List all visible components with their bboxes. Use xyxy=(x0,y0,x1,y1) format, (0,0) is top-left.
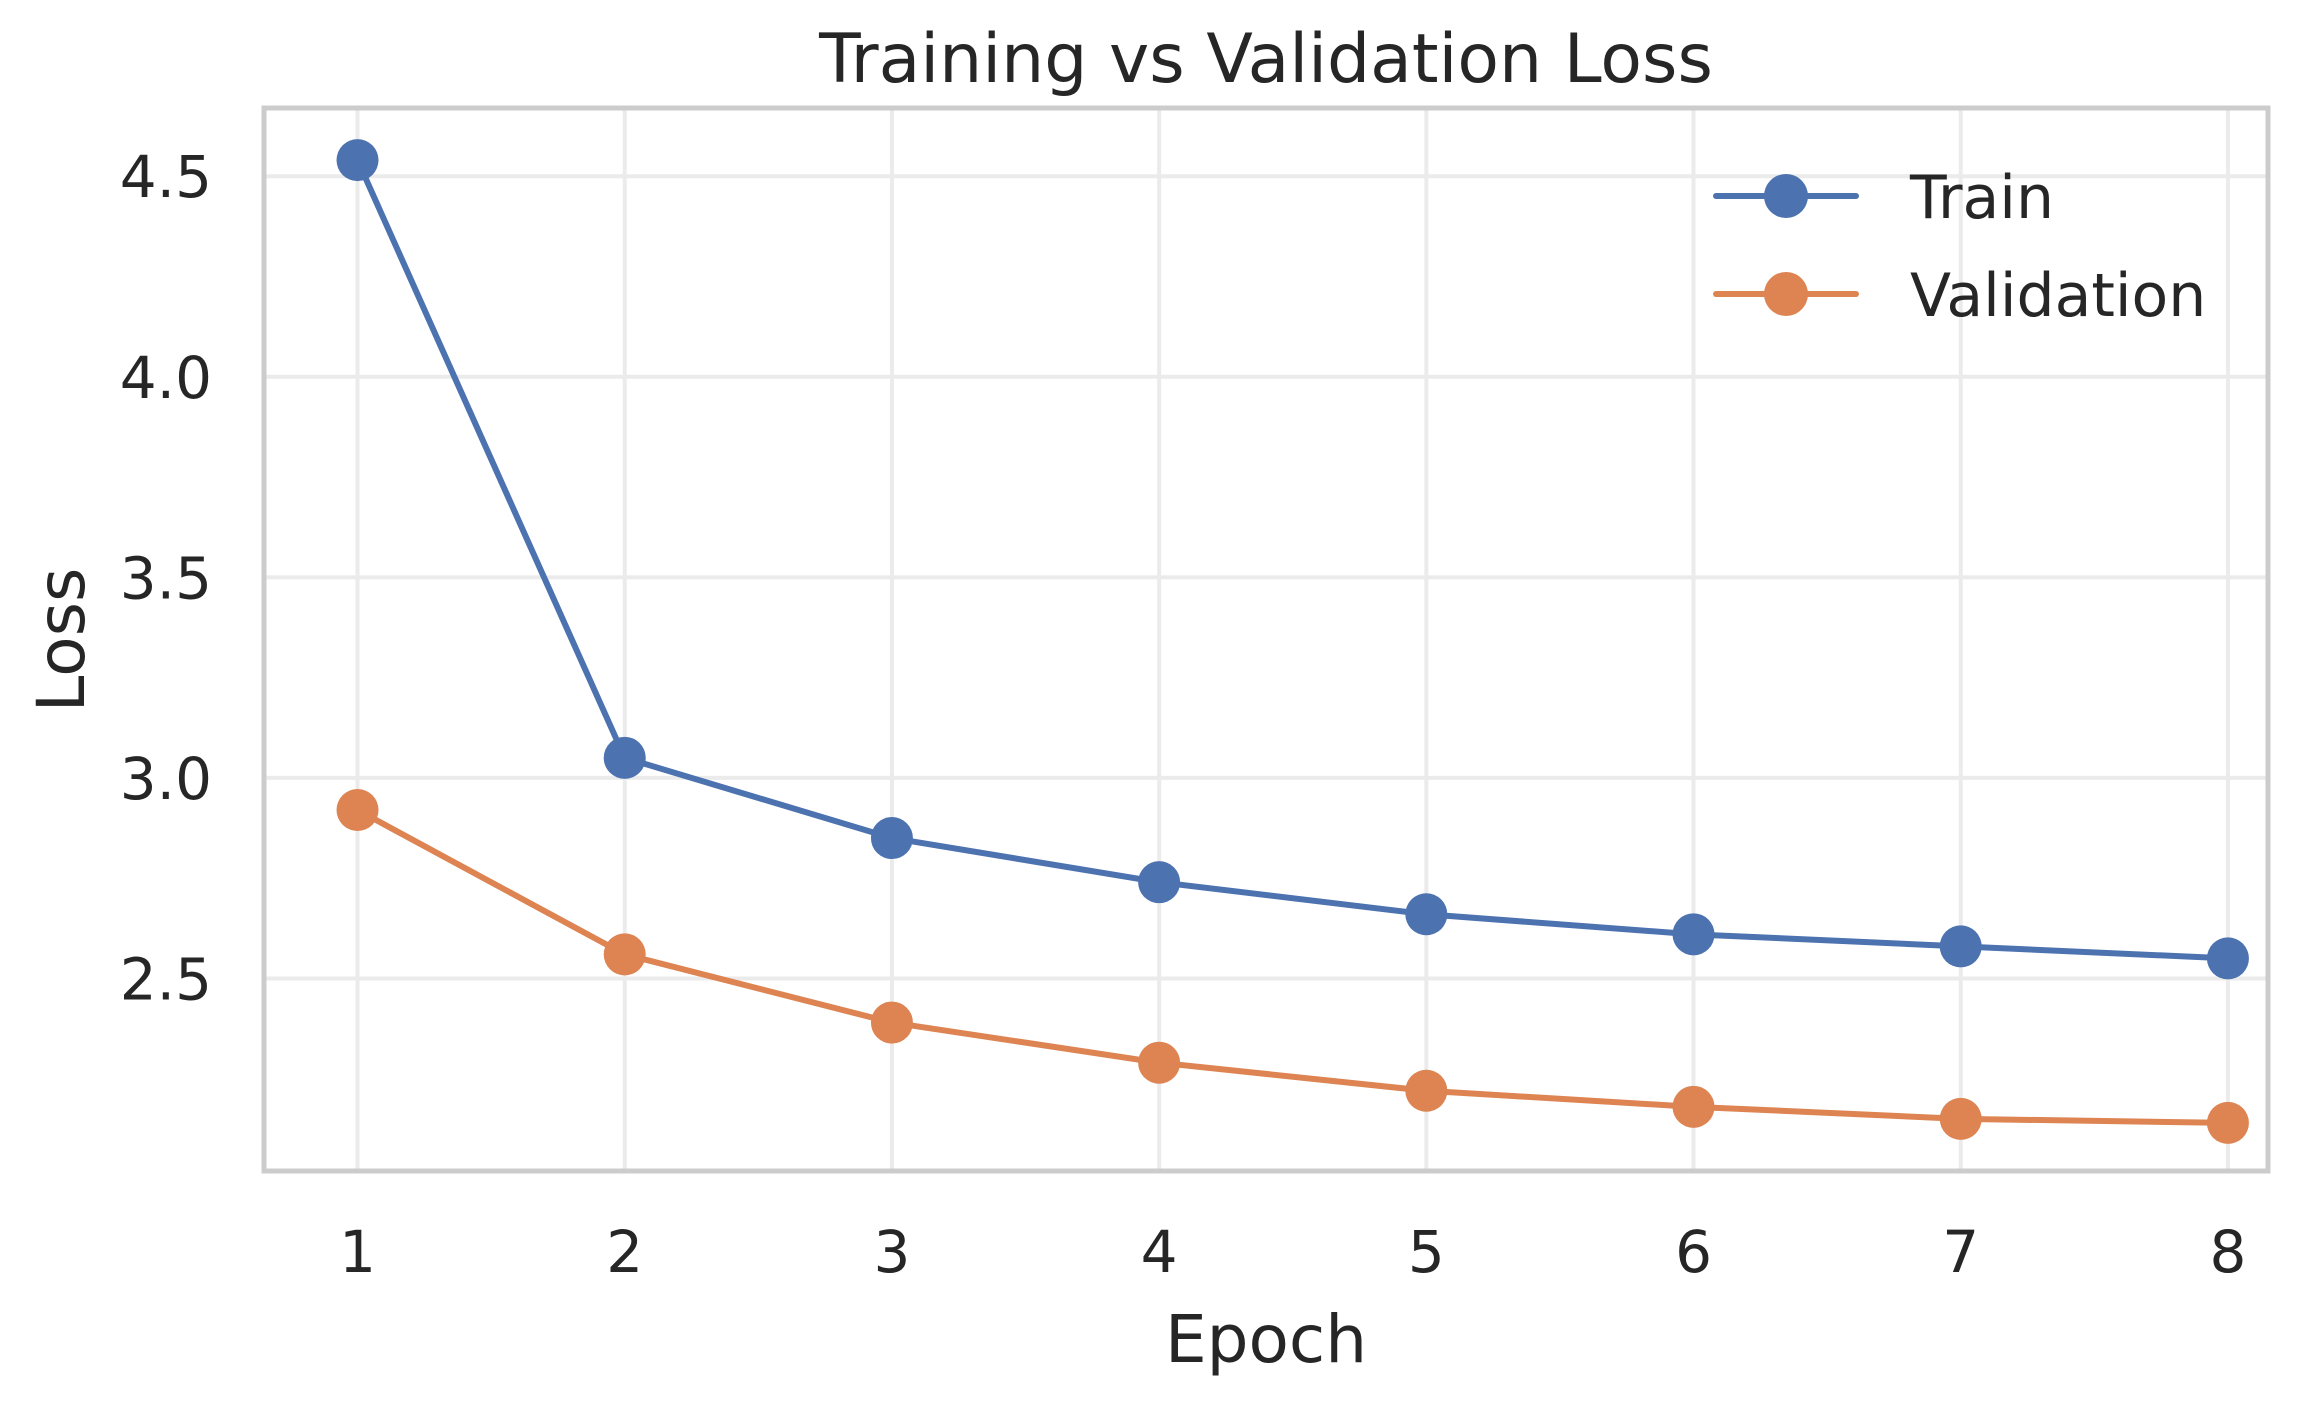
y-tick-labels: 2.5 3.0 3.5 4.0 4.5 xyxy=(120,143,212,1013)
y-tick-label: 3.0 xyxy=(120,745,212,813)
series-line-train xyxy=(354,157,2231,962)
series-layer xyxy=(336,139,2249,1144)
data-point-train xyxy=(870,817,913,860)
legend-validation-marker xyxy=(1764,272,1808,316)
plot-frame xyxy=(261,105,2271,1174)
x-axis-label: Epoch xyxy=(1165,1301,1367,1378)
x-tick-label: 1 xyxy=(339,1218,376,1286)
x-tick-label: 6 xyxy=(1675,1218,1712,1286)
x-tick-labels: 1 2 3 4 5 6 7 8 xyxy=(339,1218,2246,1286)
data-point-train xyxy=(603,736,646,779)
legend-train-label: Train xyxy=(1909,163,2054,233)
data-point-validation xyxy=(1138,1041,1181,1084)
data-point-validation xyxy=(336,788,379,831)
x-tick-label: 4 xyxy=(1141,1218,1178,1286)
x-tick-label: 2 xyxy=(606,1218,643,1286)
y-tick-label: 2.5 xyxy=(120,945,212,1013)
data-point-train xyxy=(336,139,379,182)
data-point-train xyxy=(1939,925,1982,968)
data-point-validation xyxy=(1672,1085,1715,1128)
legend-validation-label: Validation xyxy=(1910,261,2206,331)
x-tick-label: 8 xyxy=(2209,1218,2246,1286)
y-tick-label: 4.0 xyxy=(120,344,212,412)
x-tick-label: 7 xyxy=(1942,1218,1979,1286)
x-tick-label: 5 xyxy=(1408,1218,1445,1286)
y-tick-label: 4.5 xyxy=(120,143,212,211)
series-line-validation xyxy=(354,806,2231,1126)
data-point-train xyxy=(1672,913,1715,956)
data-point-train xyxy=(1138,861,1181,904)
y-axis-label: Loss xyxy=(23,568,100,713)
data-point-validation xyxy=(1939,1097,1982,1140)
data-point-train xyxy=(1405,893,1448,936)
x-tick-label: 3 xyxy=(873,1218,910,1286)
legend: Train Validation xyxy=(1713,163,2206,331)
data-point-validation xyxy=(2206,1101,2249,1144)
data-point-validation xyxy=(1405,1069,1448,1112)
data-point-validation xyxy=(603,933,646,976)
grid-layer xyxy=(264,108,2268,1171)
y-tick-label: 3.5 xyxy=(120,544,212,612)
chart-title: Training vs Validation Loss xyxy=(818,20,1713,99)
legend-train-marker xyxy=(1764,174,1808,218)
data-point-validation xyxy=(870,1001,913,1044)
data-point-train xyxy=(2206,937,2249,980)
